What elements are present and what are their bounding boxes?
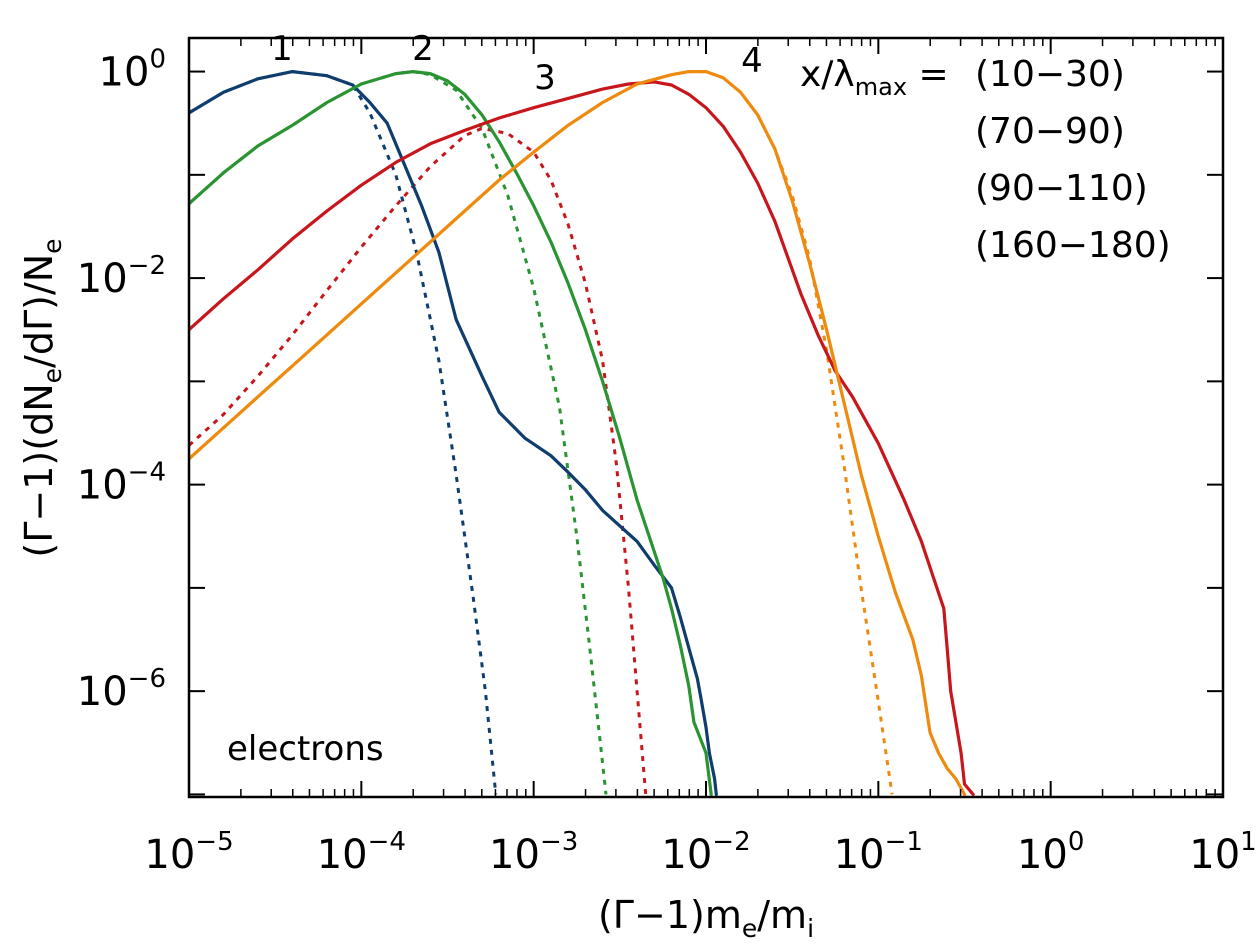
curve-label-2: 2: [412, 29, 434, 69]
x-tick-label: 10−1: [834, 827, 923, 878]
x-tick-label: 100: [1017, 827, 1084, 878]
y-axis-title: (Γ−1)(dNe/dΓ)/Ne: [17, 238, 67, 557]
legend-entry-160-180: (160−180): [975, 225, 1171, 266]
x-tick-label: 10−2: [661, 827, 750, 878]
y-axis-title-mid: /dΓ)/N: [17, 254, 61, 368]
series-10-30-dotted-line: [189, 70, 498, 795]
curve-label-1: 1: [271, 29, 293, 69]
x-axis-title-sub-e: e: [742, 914, 757, 943]
x-tick-label: 101: [1189, 827, 1256, 878]
curve-label-4: 4: [741, 41, 763, 81]
y-axis: 100 10−2 10−4 10−6: [77, 45, 1223, 796]
x-axis-title-pre: (Γ−1)m: [598, 893, 742, 937]
legend-entry-70-90: (70−90): [975, 111, 1125, 152]
electrons-annotation: electrons: [227, 729, 384, 769]
curve-group: [189, 70, 975, 796]
x-tick-label: 10−4: [317, 827, 406, 878]
legend-title-sub: max: [855, 73, 907, 101]
series-90-110-dotted-line: [189, 126, 648, 795]
legend-title-pre: x/λ: [800, 54, 855, 95]
y-axis-title-pre: (Γ−1)(dN: [17, 383, 61, 557]
y-tick-label: 10−6: [77, 664, 166, 715]
x-axis-title-mid: /m: [757, 893, 807, 937]
x-tick-label: 10−5: [144, 827, 233, 878]
x-axis: 10−5 10−4 10−3 10−2 10−1 100 101: [144, 38, 1256, 878]
legend-title-post: =: [907, 54, 949, 95]
series-160-180-dotted-line: [189, 70, 894, 795]
series-90-110-solid-line: [189, 80, 975, 796]
series-10-30-solid-line: [189, 70, 718, 796]
x-tick-label: 10−3: [489, 827, 578, 878]
y-tick-label: 10−2: [77, 251, 166, 302]
y-axis-title-sub-e2: e: [38, 238, 67, 253]
legend-entry-90-110: (90−110): [975, 168, 1148, 209]
y-tick-label: 100: [99, 45, 166, 96]
legend-title: x/λmax =: [800, 54, 949, 101]
legend-entry-10-30: (10−30): [975, 54, 1125, 95]
curve-label-3: 3: [534, 58, 556, 98]
y-tick-label: 10−4: [77, 458, 166, 509]
y-axis-title-sub-e1: e: [38, 368, 67, 383]
x-axis-title: (Γ−1)me/mi: [598, 893, 814, 943]
x-axis-title-sub-i: i: [807, 914, 814, 943]
series-70-90-solid-line: [189, 70, 713, 796]
series-160-180-solid-line: [189, 70, 967, 796]
